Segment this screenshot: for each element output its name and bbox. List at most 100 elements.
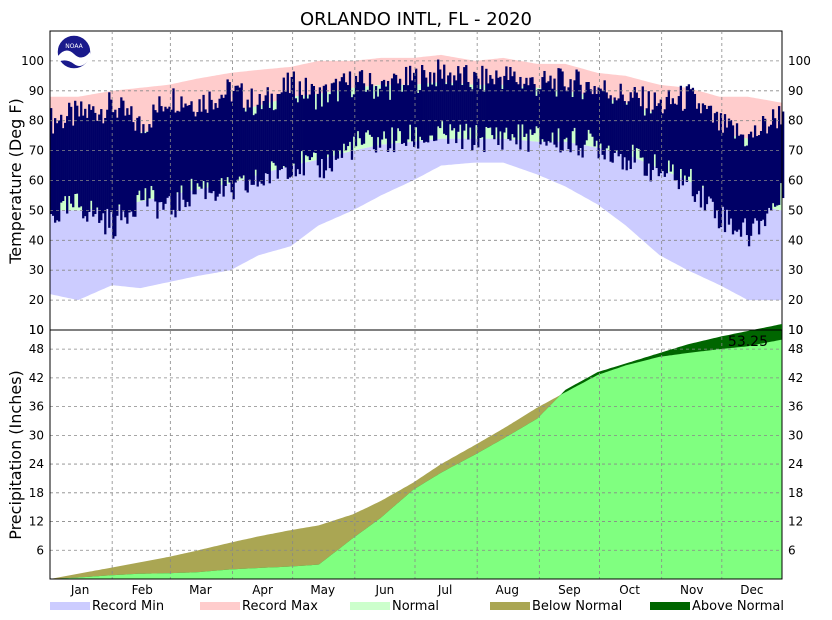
month-tick-label: Dec (740, 583, 763, 597)
daily-temp-bar (773, 118, 777, 207)
precip-tick-label-left: 6 (36, 543, 44, 557)
daily-temp-bar (715, 111, 719, 211)
daily-temp-bar (663, 109, 666, 177)
temp-tick-label-left: 90 (29, 84, 44, 98)
daily-temp-bar (579, 84, 582, 148)
daily-temp-bar (437, 59, 440, 127)
daily-temp-bar (683, 108, 687, 176)
daily-temp-bar (583, 92, 586, 145)
daily-temp-bar (338, 81, 342, 151)
month-tick-label: Sep (558, 583, 581, 597)
daily-temp-bar (659, 99, 662, 174)
daily-temp-bar (503, 75, 506, 133)
daily-temp-bar (146, 131, 149, 207)
daily-temp-bar (246, 99, 249, 193)
temp-tick-label-right: 90 (788, 84, 803, 98)
daily-temp-bar (591, 94, 594, 137)
daily-temp-bar (50, 108, 53, 215)
precipitation-axis-label: Precipitation (Inches) (6, 370, 25, 540)
daily-temp-bar (697, 103, 701, 191)
daily-temp-bar (296, 102, 299, 170)
daily-temp-bar (689, 89, 693, 169)
daily-temp-bar (222, 97, 225, 197)
daily-temp-bar (318, 87, 322, 178)
daily-temp-bar (394, 74, 398, 141)
actual-precip-area (50, 339, 782, 579)
daily-temp-bar (625, 104, 628, 171)
month-tick-label: Jul (437, 583, 452, 597)
daily-temp-bar (521, 88, 524, 125)
daily-temp-bar (266, 87, 269, 174)
daily-temp-bar (547, 81, 550, 142)
daily-temp-bar (72, 125, 75, 208)
daily-temp-bar (455, 80, 458, 144)
daily-temp-bar (310, 83, 314, 158)
daily-temp-bar (529, 77, 532, 130)
precip-top-label-left: 10 (29, 323, 44, 337)
daily-temp-bar (657, 103, 660, 177)
daily-temp-bar (384, 86, 388, 139)
daily-temp-bar (545, 82, 548, 146)
daily-temp-bar (304, 77, 307, 156)
daily-temp-bar (459, 73, 462, 125)
daily-temp-bar (527, 85, 530, 152)
daily-temp-bar (493, 84, 496, 140)
daily-temp-bar (637, 98, 640, 149)
daily-temp-bar (204, 109, 207, 200)
daily-temp-bar (202, 94, 205, 181)
daily-temp-bar (398, 78, 402, 132)
daily-temp-bar (174, 112, 177, 218)
daily-temp-bar (362, 83, 366, 144)
daily-temp-bar (717, 130, 721, 229)
legend-swatch (650, 602, 690, 610)
temp-tick-label-right: 10 (788, 323, 803, 337)
daily-temp-bar (108, 92, 111, 228)
daily-temp-bar (140, 133, 143, 201)
daily-temp-bar (92, 106, 95, 217)
daily-temp-bar (745, 145, 749, 236)
daily-temp-bar (523, 83, 526, 137)
daily-temp-bar (120, 97, 123, 221)
daily-temp-bar (210, 99, 213, 194)
daily-temp-bar (617, 98, 620, 157)
daily-temp-bar (735, 123, 739, 232)
daily-temp-bar (535, 95, 538, 127)
daily-temp-bar (54, 118, 57, 223)
daily-temp-bar (477, 78, 480, 148)
daily-temp-bar (322, 85, 326, 179)
daily-temp-bar (78, 116, 81, 208)
daily-temp-bar (691, 87, 695, 197)
daily-temp-bar (294, 98, 297, 177)
daily-temp-bar (423, 70, 426, 143)
daily-temp-bar (306, 98, 309, 157)
daily-temp-bar (270, 93, 273, 162)
daily-temp-bar (775, 128, 779, 206)
daily-temp-bar (300, 94, 303, 152)
daily-temp-bar (152, 104, 155, 191)
daily-temp-bar (431, 84, 434, 136)
daily-temp-bar (216, 107, 219, 197)
daily-temp-bar (262, 100, 265, 186)
legend-swatch (50, 602, 90, 610)
daily-temp-bar (425, 77, 428, 142)
daily-temp-bar (114, 109, 117, 237)
daily-temp-bar (254, 113, 257, 170)
daily-temp-bar (334, 78, 338, 160)
temp-tick-label-right: 100 (788, 54, 811, 68)
daily-temp-bar (178, 111, 181, 212)
temp-tick-label-right: 30 (788, 263, 803, 277)
daily-temp-bar (346, 85, 350, 147)
daily-temp-bar (236, 85, 239, 180)
daily-temp-bar (272, 110, 275, 163)
daily-temp-bar (238, 87, 241, 177)
daily-temp-bar (767, 126, 771, 208)
daily-temp-bar (70, 106, 73, 204)
daily-temp-bar (573, 80, 576, 128)
daily-temp-bar (533, 84, 536, 134)
daily-temp-bar (364, 91, 368, 133)
precipitation-panel: 48 48 42 42 36 36 30 30 24 24 18 18 12 12 6 6 Jan Feb Mar A… (29, 31, 803, 597)
daily-temp-bar (402, 84, 406, 143)
daily-temp-bar (194, 116, 197, 195)
temp-tick-label-left: 60 (29, 174, 44, 188)
